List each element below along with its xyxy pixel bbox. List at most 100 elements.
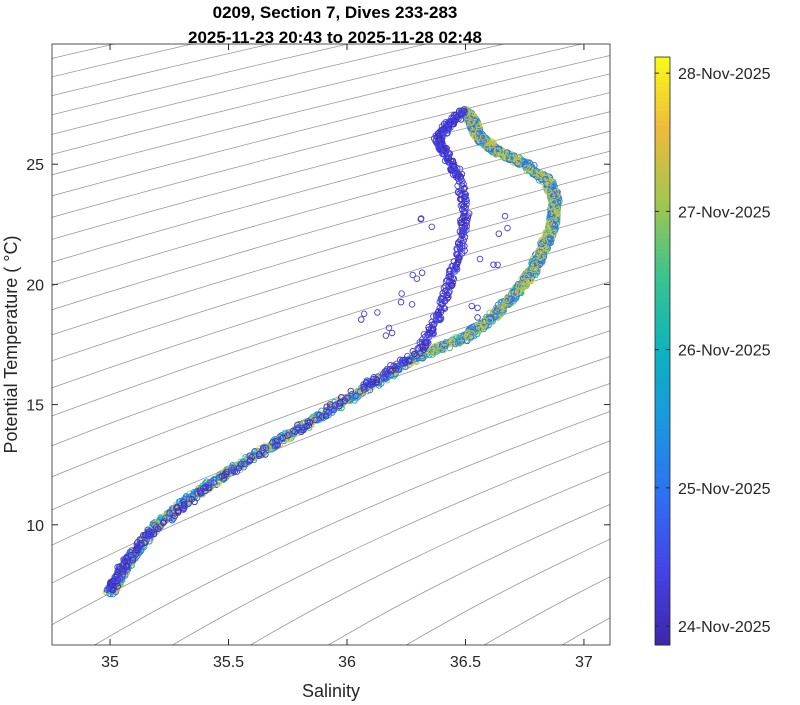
data-point — [467, 333, 474, 341]
data-point — [478, 325, 485, 333]
colorbar-segment — [655, 184, 670, 190]
colorbar-segment — [655, 316, 670, 323]
isopycnal-line — [52, 44, 428, 135]
data-point — [304, 419, 312, 426]
data-point — [543, 245, 550, 252]
colorbar-segment — [655, 532, 670, 538]
data-point — [110, 584, 117, 591]
isopycnal-line — [52, 356, 610, 584]
data-point — [122, 555, 130, 562]
colorbar-segment — [655, 253, 670, 259]
colorbar-segment — [655, 473, 670, 479]
data-point — [170, 515, 177, 522]
colorbar-segment — [655, 424, 670, 430]
data-point — [133, 547, 141, 554]
data-point — [460, 212, 467, 220]
data-point — [508, 154, 516, 162]
data-point — [538, 240, 545, 248]
data-point — [459, 242, 466, 250]
colorbar-segment — [655, 395, 670, 401]
data-point — [241, 460, 248, 468]
data-point — [536, 171, 544, 179]
colorbar-segment — [655, 400, 670, 406]
colorbar-segment — [655, 566, 670, 572]
data-point — [436, 316, 443, 323]
data-point — [551, 219, 558, 226]
isopycnal-line — [52, 330, 610, 546]
colorbar-segment — [655, 277, 670, 283]
colorbar-segment — [655, 159, 670, 166]
x-tick-label: 35 — [101, 654, 119, 671]
colorbar-segment — [655, 287, 670, 293]
data-point — [382, 332, 390, 339]
data-point — [460, 185, 468, 193]
data-point — [501, 212, 509, 220]
data-point — [268, 443, 276, 451]
data-point — [448, 337, 456, 345]
data-point — [484, 139, 492, 146]
data-point — [514, 159, 521, 167]
data-point — [332, 402, 339, 409]
colorbar-segment — [655, 238, 670, 244]
data-point — [406, 356, 413, 364]
data-point — [408, 301, 416, 308]
data-point — [246, 452, 254, 459]
colorbar-segment — [655, 385, 670, 391]
data-point — [523, 274, 530, 281]
data-point — [552, 188, 559, 196]
colorbar-segment — [655, 71, 670, 78]
data-point — [428, 321, 436, 329]
data-point — [514, 157, 521, 165]
colorbar-segment — [655, 174, 670, 180]
data-point — [284, 432, 291, 439]
data-point — [455, 255, 463, 262]
colorbar-segment — [655, 434, 670, 440]
colorbar-segment — [655, 488, 670, 494]
colorbar-segment — [655, 375, 670, 381]
data-point — [251, 447, 259, 455]
colorbar-segment — [655, 223, 670, 229]
colorbar-segment — [655, 228, 670, 234]
colorbar-segment — [655, 125, 670, 131]
colorbar-segment — [655, 610, 670, 617]
data-point — [474, 314, 481, 321]
data-point — [445, 270, 453, 278]
colorbar-segment — [655, 106, 670, 112]
colorbar-segment — [655, 561, 670, 568]
data-point — [294, 421, 301, 429]
data-point — [468, 330, 476, 337]
data-point — [453, 266, 461, 273]
colorbar-segment — [655, 189, 670, 195]
data-point — [480, 137, 488, 145]
colorbar-segment — [655, 517, 670, 523]
data-point — [456, 340, 463, 347]
colorbar-segment — [655, 321, 670, 327]
data-point — [103, 586, 111, 593]
isopycnal-line — [327, 503, 610, 645]
colorbar-segment — [655, 360, 670, 367]
colorbar-segment — [655, 625, 670, 631]
colorbar-segment — [655, 537, 670, 543]
data-point — [531, 261, 539, 268]
data-point — [446, 150, 454, 158]
isopycnal-line — [52, 92, 610, 240]
data-point — [494, 261, 501, 269]
colorbar-segment — [655, 640, 670, 646]
y-tick-label: 20 — [26, 277, 44, 294]
plot-content — [52, 44, 610, 645]
isopycnal-line — [52, 44, 506, 155]
colorbar-segment — [655, 282, 670, 288]
data-point — [508, 299, 515, 307]
colorbar-segment — [655, 498, 670, 504]
colorbar-segment — [655, 586, 670, 592]
data-point — [523, 270, 530, 278]
colorbar-segment — [655, 635, 670, 641]
colorbar-segment — [655, 91, 670, 97]
data-point — [454, 182, 461, 190]
data-point — [463, 337, 471, 345]
data-point — [541, 238, 549, 246]
data-point — [476, 130, 483, 137]
data-point — [448, 282, 456, 290]
data-point — [441, 288, 449, 295]
data-point — [121, 565, 128, 572]
